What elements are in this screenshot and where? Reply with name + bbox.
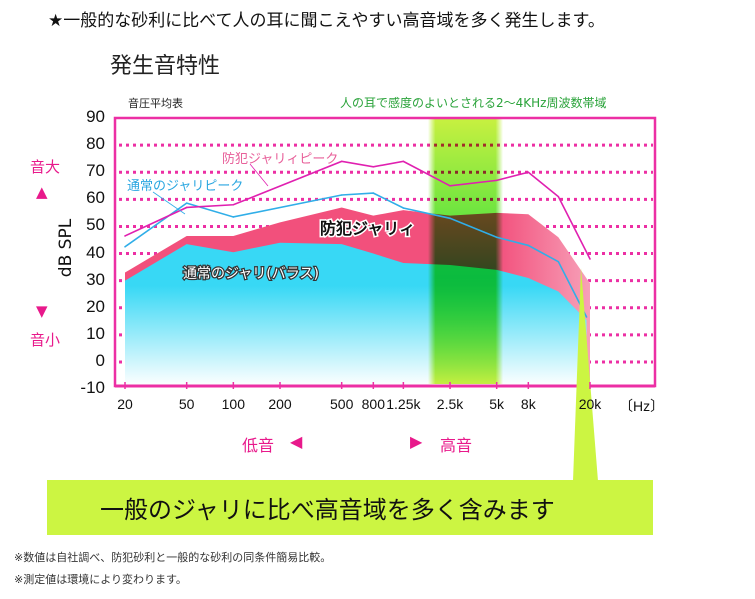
quiet-label: 音小 (30, 331, 61, 349)
headline: ★一般的な砂利に比べて人の耳に聞こえやすい高音域を多く発生します。 (48, 11, 605, 31)
footnote: ※数値は自社調べ、防犯砂利と一般的な砂利の同条件簡易比較。 (14, 551, 332, 564)
label-bouhan-peak: 防犯ジャリィピーク (222, 151, 338, 167)
y-tick-label: 50 (86, 215, 105, 235)
line-normal-peak-point (124, 245, 126, 248)
y-tick-label: 10 (86, 323, 105, 343)
callout-text: 一般のジャリに比べ高音域を多く含みます (100, 496, 555, 524)
x-tick-label: 20 (117, 396, 133, 412)
line-normal-peak-point (232, 216, 235, 218)
line-normal-peak-point (340, 194, 343, 196)
up-arrow-icon: ▲ (36, 183, 48, 201)
y-tick-label: 0 (95, 351, 105, 370)
line-normal-peak-point (557, 260, 560, 263)
line-bouhan-peak-point (402, 160, 405, 163)
line-bouhan-peak-point (449, 184, 451, 187)
chart-title: 発生音特性 (110, 54, 221, 79)
line-bouhan-peak-point (232, 203, 235, 206)
low-label: 低音 (242, 436, 275, 455)
y-tick-label: 80 (86, 134, 105, 154)
line-bouhan-peak-point (124, 235, 126, 237)
line-bouhan-peak-point (495, 179, 498, 182)
x-tick-label: 800 (361, 396, 385, 412)
line-normal-peak-point (372, 192, 375, 194)
band-annotation: 人の耳で感度のよいとされる2〜4KHz周波数帯域 (340, 96, 607, 110)
chart-subtitle: 音圧平均表 (128, 97, 183, 110)
y-tick-label: 40 (86, 242, 105, 262)
line-bouhan-peak-point (185, 206, 188, 209)
high-label: 高音 (440, 436, 473, 455)
y-tick-label: 60 (86, 188, 105, 208)
y-tick-label: 30 (86, 269, 105, 289)
x-tick-label: 20k (578, 396, 602, 412)
down-arrow-icon: ▼ (36, 302, 48, 320)
x-axis-unit: 〔Hz〕 (619, 398, 665, 414)
label-bouhan-area: 防犯ジャリィ (320, 219, 415, 238)
left-arrow-icon: ◀ (290, 432, 303, 451)
line-bouhan-peak-point (372, 166, 375, 168)
right-arrow-icon: ▶ (410, 432, 423, 451)
leader-line (249, 163, 269, 187)
line-normal-peak-point (402, 207, 405, 209)
x-tick-label: 1.25k (386, 396, 421, 412)
line-normal-peak-point (185, 202, 188, 204)
x-tick-label: 50 (178, 396, 195, 412)
x-tick-label: 500 (329, 396, 354, 412)
y-tick-label: -10 (80, 378, 105, 398)
y-tick-label: 20 (86, 296, 105, 316)
label-normal-peak: 通常のジャリピーク (127, 179, 243, 194)
x-tick-label: 100 (221, 396, 246, 412)
x-tick-label: 200 (268, 396, 292, 412)
line-normal-peak-point (585, 316, 588, 318)
line-bouhan-peak-point (589, 258, 591, 260)
x-tick-label: 2.5k (436, 396, 464, 412)
footnote: ※測定値は環境により変わります。 (14, 573, 187, 586)
frequency-band (427, 118, 504, 384)
line-normal-peak-point (527, 244, 530, 247)
x-tick-label: 5k (489, 396, 505, 412)
x-tick-label: 8k (520, 396, 536, 412)
loud-label: 音大 (30, 158, 61, 176)
line-bouhan-peak-point (340, 160, 343, 163)
line-bouhan-peak-point (557, 195, 560, 198)
label-normal-area: 通常のジャリ(バラス) (183, 266, 319, 282)
y-tick-label: 70 (86, 161, 105, 181)
callout-box (47, 480, 653, 535)
line-normal-peak-point (495, 236, 498, 239)
line-bouhan-peak-point (527, 171, 530, 174)
line-normal-peak-point (449, 217, 451, 220)
leader-line (152, 191, 186, 215)
callout-pointer (573, 268, 598, 481)
y-tick-label: 90 (86, 107, 105, 126)
